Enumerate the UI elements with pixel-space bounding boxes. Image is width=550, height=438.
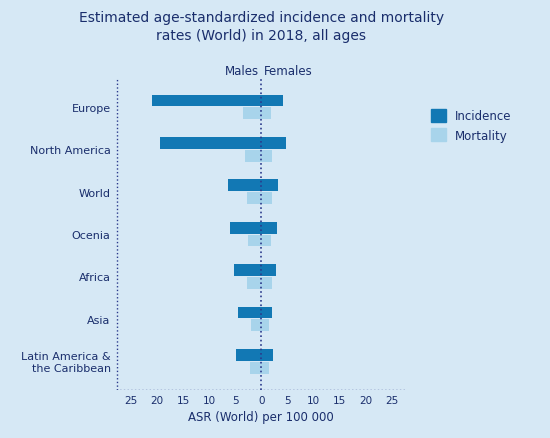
Bar — [243, 108, 261, 120]
Bar — [160, 138, 261, 149]
Title: Estimated age-standardized incidence and mortality
rates (World) in 2018, all ag: Estimated age-standardized incidence and… — [79, 11, 444, 43]
Bar — [261, 138, 285, 149]
Bar — [250, 362, 261, 374]
Bar — [246, 193, 261, 205]
Bar — [246, 277, 261, 289]
Text: Females: Females — [264, 65, 312, 78]
Bar — [261, 180, 278, 192]
Bar — [261, 320, 269, 332]
Bar — [248, 235, 261, 247]
Bar — [234, 265, 261, 276]
Bar — [261, 349, 273, 361]
Bar — [261, 150, 272, 162]
Bar — [152, 95, 261, 107]
Text: Males: Males — [224, 65, 258, 78]
Bar — [261, 235, 271, 247]
Bar — [251, 320, 261, 332]
Legend: Incidence, Mortality: Incidence, Mortality — [431, 110, 512, 142]
Bar — [261, 277, 272, 289]
Bar — [228, 180, 261, 192]
Bar — [261, 95, 283, 107]
Bar — [261, 222, 277, 234]
Bar — [261, 307, 272, 319]
Bar — [261, 265, 276, 276]
Bar — [261, 108, 271, 120]
Bar — [230, 222, 261, 234]
Bar — [261, 362, 269, 374]
Bar — [261, 193, 272, 205]
Bar — [236, 349, 261, 361]
Bar — [238, 307, 261, 319]
Bar — [245, 150, 261, 162]
X-axis label: ASR (World) per 100 000: ASR (World) per 100 000 — [188, 410, 334, 423]
